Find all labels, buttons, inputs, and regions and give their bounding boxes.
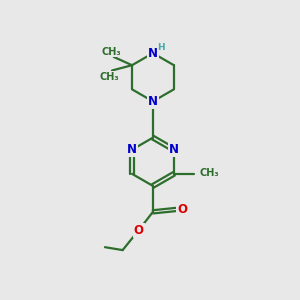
Text: CH₃: CH₃ — [100, 72, 119, 82]
Text: CH₃: CH₃ — [200, 168, 219, 178]
Text: N: N — [169, 143, 179, 156]
Text: O: O — [134, 224, 144, 237]
Text: CH₃: CH₃ — [102, 47, 121, 57]
Text: H: H — [158, 43, 165, 52]
Text: N: N — [148, 95, 158, 108]
Text: O: O — [177, 203, 188, 216]
Text: N: N — [127, 143, 137, 156]
Text: N: N — [148, 46, 158, 60]
